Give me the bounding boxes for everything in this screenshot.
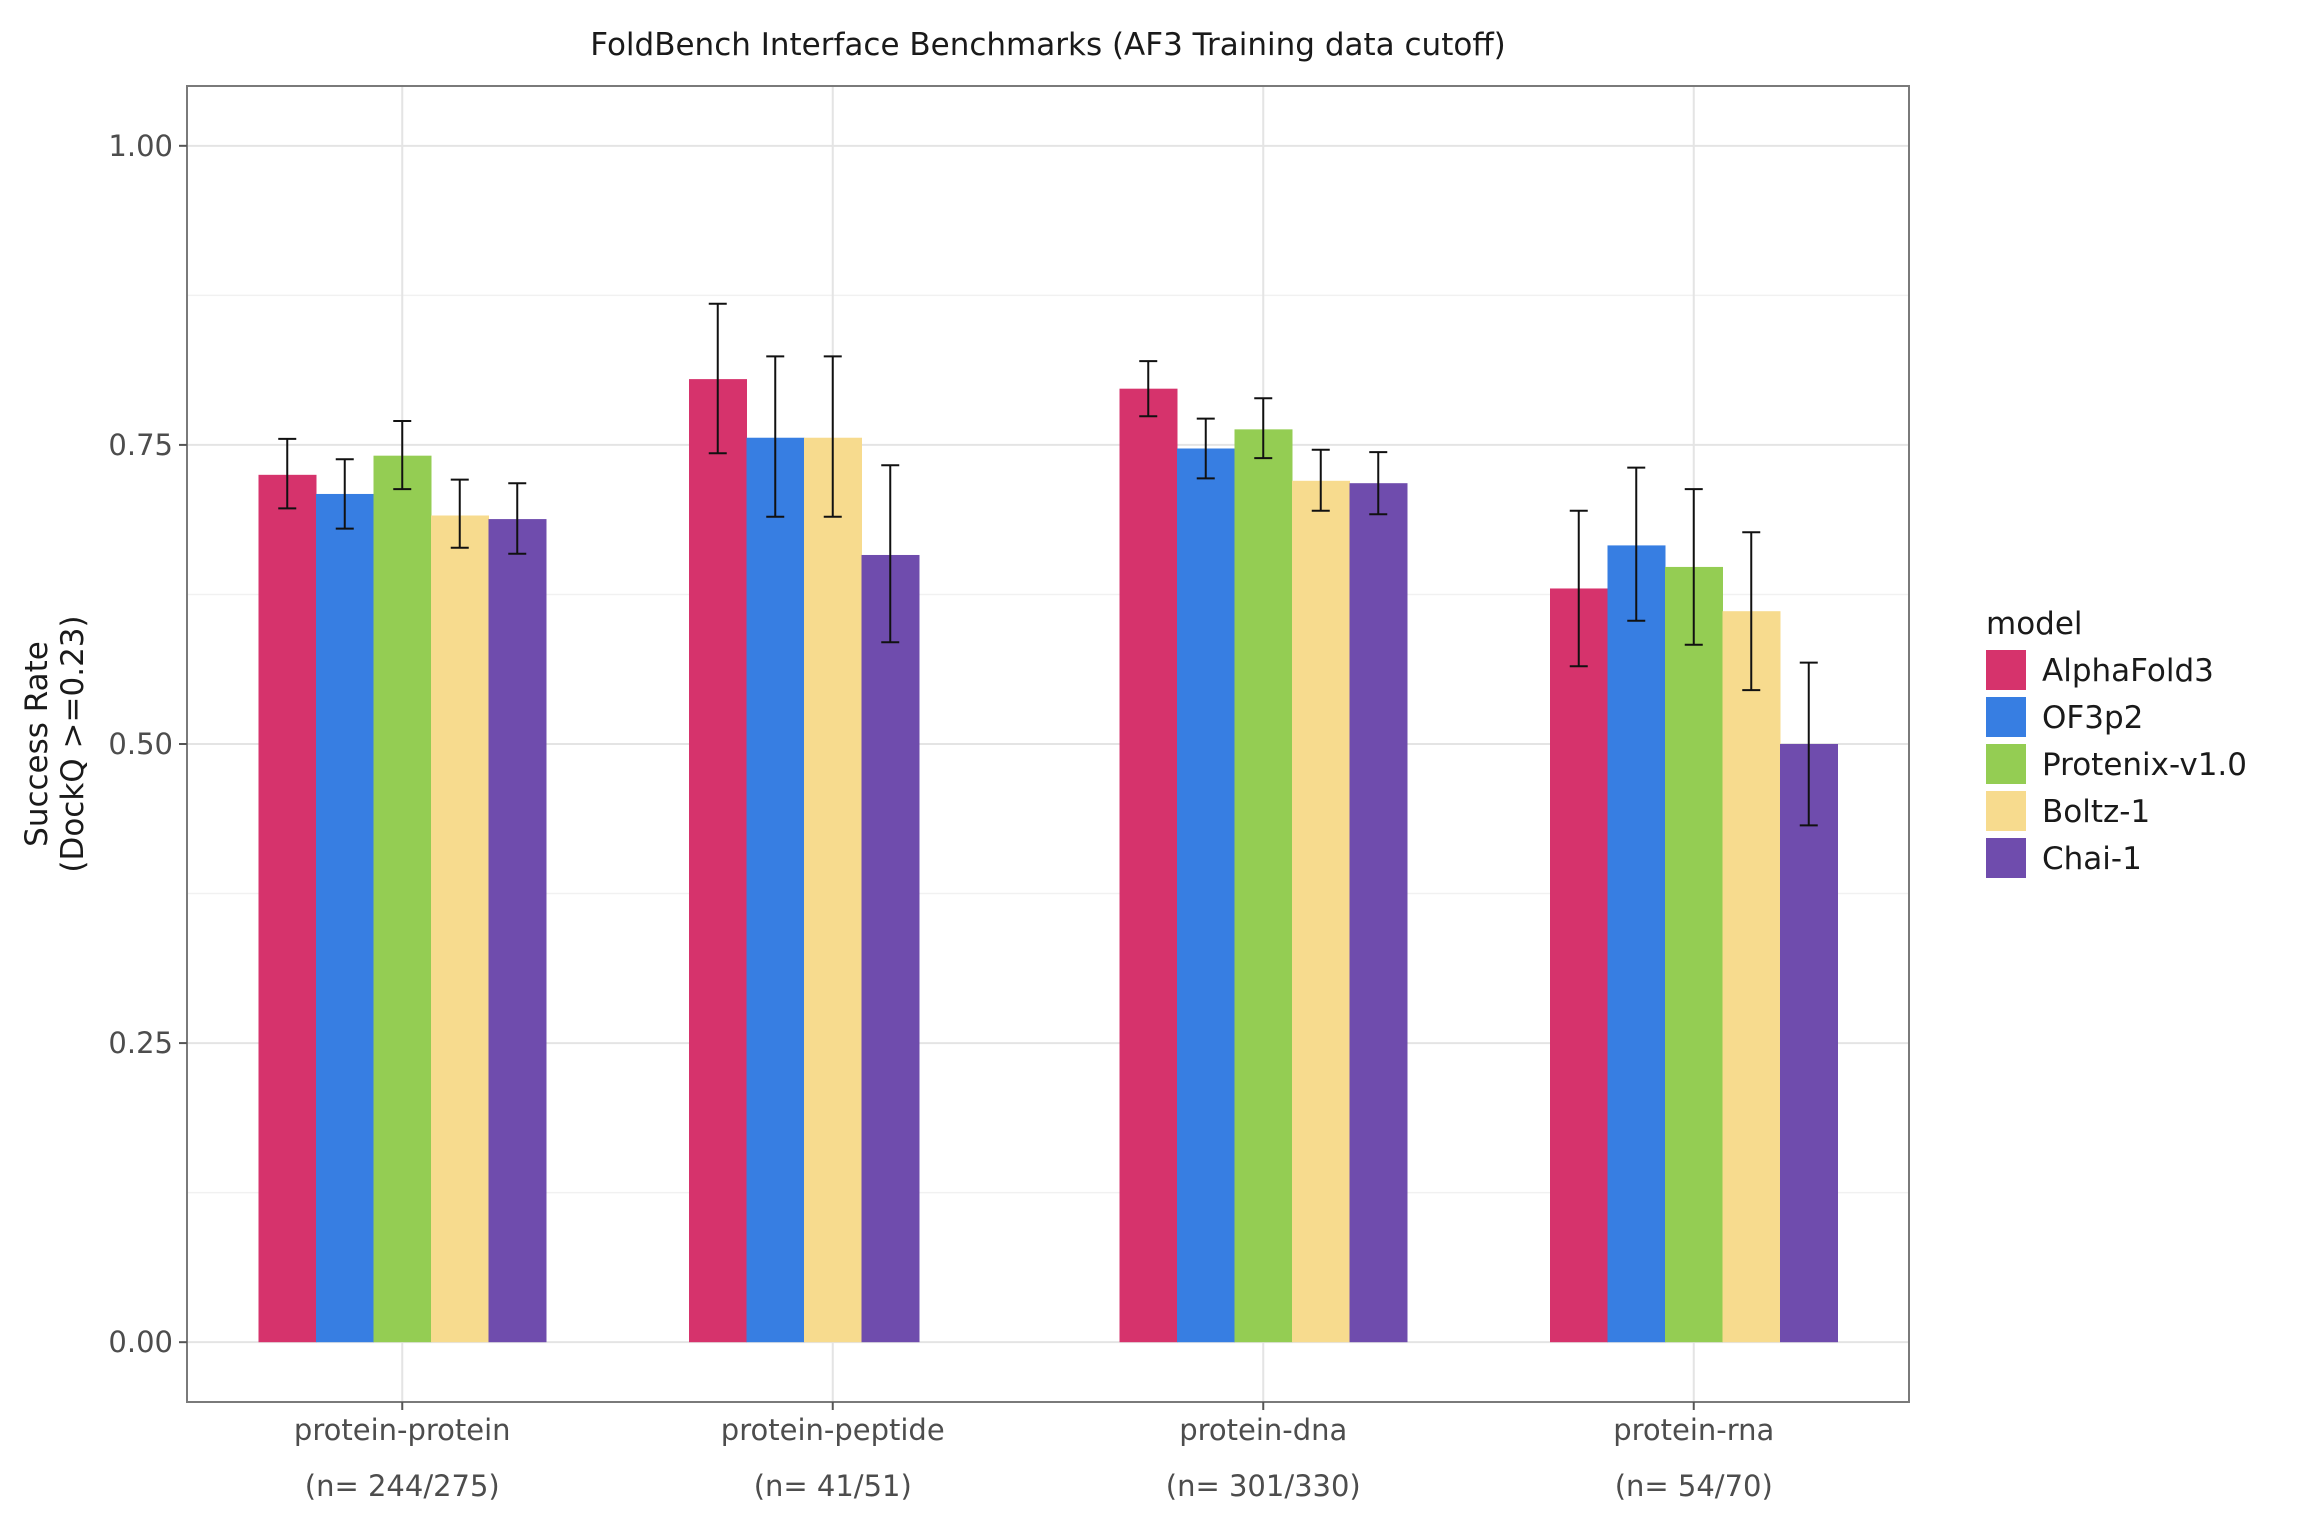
- bar: [804, 437, 862, 1343]
- bar: [373, 455, 432, 1343]
- x-axis: protein-protein (n= 244/275) protein-pepti…: [294, 1402, 1774, 1503]
- bar: [1780, 744, 1838, 1343]
- bar: [1607, 545, 1666, 1343]
- bar: [1177, 448, 1235, 1343]
- bar: [258, 474, 317, 1343]
- y-axis-sublabel: (DockQ >=0.23): [55, 615, 91, 872]
- legend-swatch: [1986, 838, 2026, 878]
- x-tick-label: protein-protein: [294, 1413, 511, 1447]
- bar: [1349, 483, 1408, 1343]
- bar: [1119, 388, 1178, 1343]
- legend-swatch: [1986, 697, 2026, 737]
- legend-label: OF3p2: [2042, 700, 2143, 736]
- legend-swatch: [1986, 744, 2026, 784]
- legend-label: Protenix-v1.0: [2042, 747, 2247, 783]
- x-tick-count-label: (n= 301/330): [1166, 1469, 1361, 1503]
- y-tick-label: 0.50: [108, 727, 173, 761]
- bar: [1550, 588, 1608, 1343]
- x-tick-label: protein-rna: [1613, 1413, 1774, 1447]
- legend: model AlphaFold3 OF3p2 Protenix-v1.0 Boltz-1…: [1986, 606, 2247, 878]
- bar: [431, 515, 489, 1343]
- y-axis: 0.00 0.25 0.50 0.75 1.00: [108, 129, 187, 1359]
- bar: [1722, 611, 1781, 1343]
- bar: [689, 379, 747, 1343]
- y-tick-label: 0.00: [108, 1325, 173, 1359]
- x-tick-count-label: (n= 244/275): [305, 1469, 500, 1503]
- y-axis-label: Success Rate: [19, 641, 55, 847]
- bar-layer: [258, 379, 1838, 1343]
- legend-label: AlphaFold3: [2042, 653, 2214, 689]
- x-tick-label: protein-peptide: [721, 1413, 945, 1447]
- x-tick-count-label: (n= 41/51): [754, 1469, 912, 1503]
- bar: [488, 519, 547, 1343]
- bar: [861, 554, 920, 1343]
- y-tick-label: 0.25: [108, 1026, 173, 1060]
- legend-label: Boltz-1: [2042, 794, 2150, 830]
- bar: [316, 493, 374, 1343]
- bar: [1234, 429, 1293, 1343]
- legend-title: model: [1986, 606, 2083, 642]
- x-tick-count-label: (n= 54/70): [1615, 1469, 1773, 1503]
- legend-swatch: [1986, 650, 2026, 690]
- chart-title: FoldBench Interface Benchmarks (AF3 Trai…: [590, 27, 1506, 63]
- legend-swatch: [1986, 791, 2026, 831]
- x-tick-label: protein-dna: [1179, 1413, 1347, 1447]
- bar: [1292, 480, 1350, 1343]
- y-tick-label: 0.75: [108, 428, 173, 462]
- y-axis-title: Success Rate (DockQ >=0.23): [19, 615, 91, 872]
- bar: [746, 437, 805, 1343]
- y-tick-label: 1.00: [108, 129, 173, 163]
- legend-label: Chai-1: [2042, 841, 2142, 877]
- bar: [1665, 566, 1723, 1343]
- error-bar-layer: [278, 302, 1818, 827]
